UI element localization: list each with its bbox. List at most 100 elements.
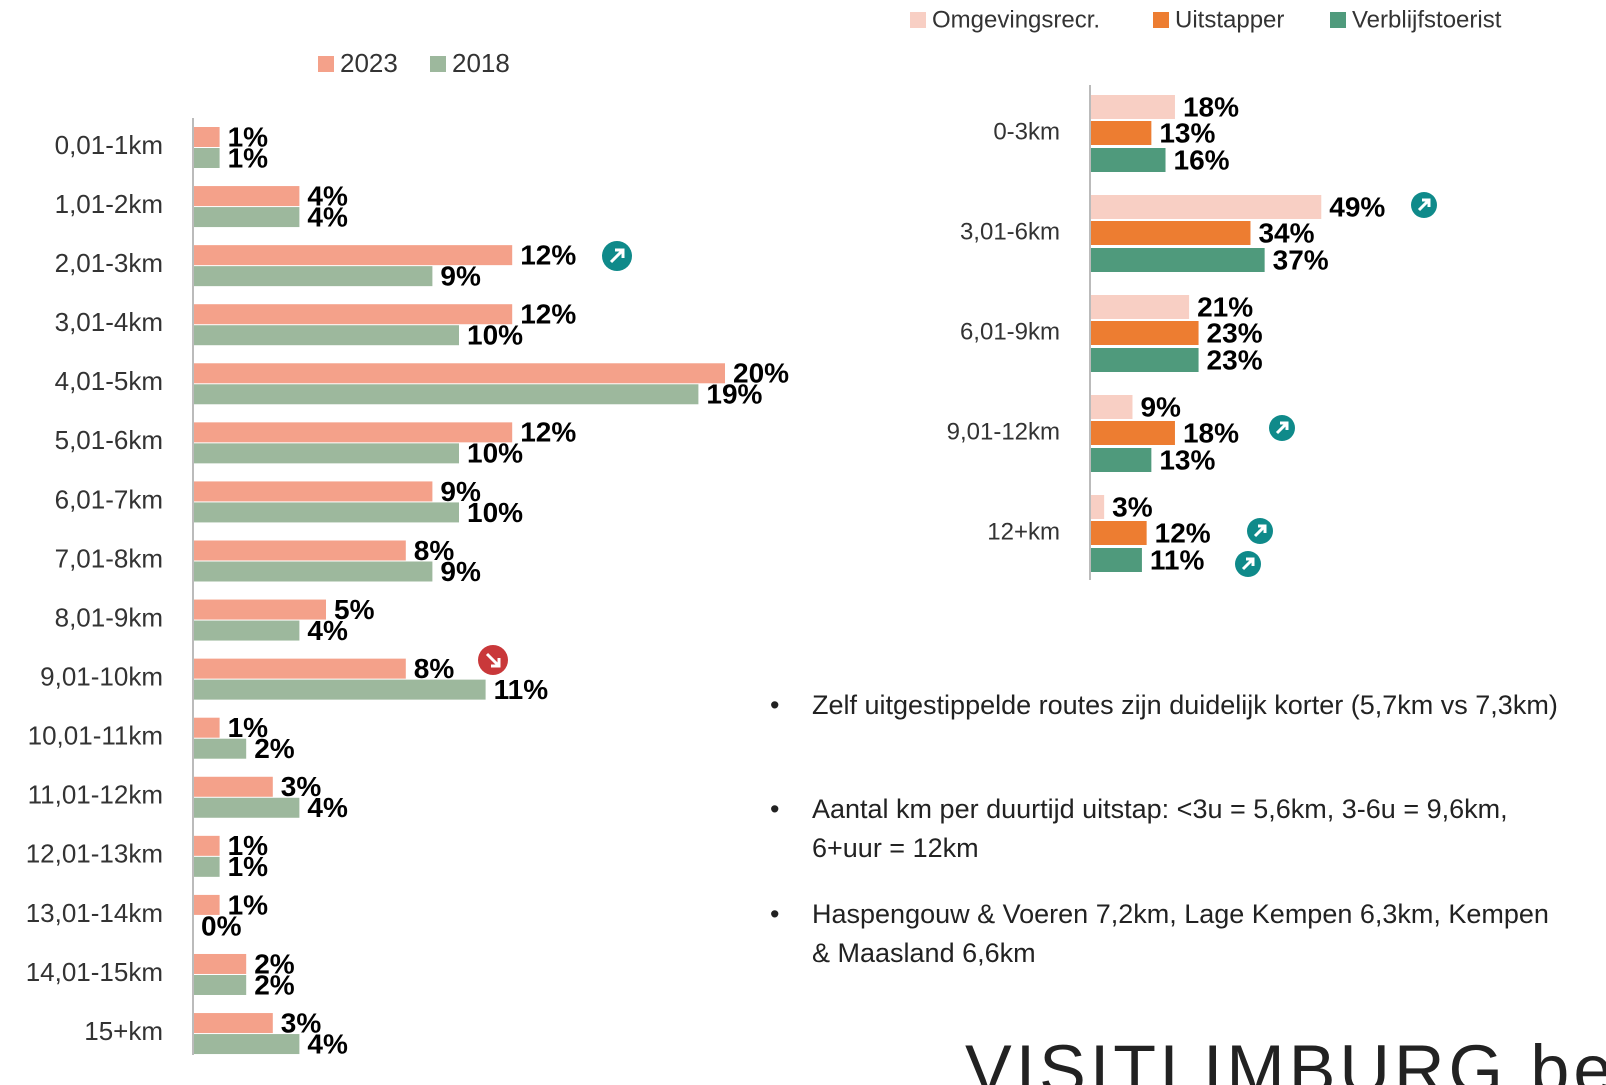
bar [193,738,247,759]
bar [193,894,220,915]
data-label: 10% [467,497,523,528]
bar [1090,348,1199,372]
data-label: 8% [414,653,455,684]
legend-label: Omgevingsrecr. [932,6,1100,33]
bar [193,1034,300,1055]
bar [193,679,486,700]
bar [1090,448,1152,472]
y-tick-label: 14,01-15km [26,957,163,987]
y-tick-label: 9,01-10km [40,662,163,692]
bar [193,148,220,168]
data-label: 21% [1197,291,1253,322]
legend-label: 2023 [340,48,398,78]
data-label: 49% [1329,191,1385,222]
data-label: 13% [1159,444,1215,475]
trend-up-icon [1269,415,1295,441]
y-tick-label: 13,01-14km [26,898,163,928]
y-tick-label: 12,01-13km [26,839,163,869]
bar [193,481,433,502]
y-tick-label: 7,01-8km [55,543,163,573]
bar [193,974,247,995]
y-tick-label: 6,01-9km [960,318,1060,345]
y-tick-label: 3,01-6km [960,218,1060,245]
data-label: 9% [440,556,481,587]
data-label: 12% [520,299,576,330]
bar [193,953,247,974]
data-label: 23% [1207,317,1263,348]
data-label: 3% [281,771,322,802]
legend-label: 2018 [452,48,510,78]
bar [1090,148,1166,172]
bar [193,304,513,325]
bar [193,384,699,405]
y-tick-label: 8,01-9km [55,602,163,632]
data-label: 11% [494,674,549,705]
bar [193,422,513,443]
trend-down-icon [478,645,508,675]
bar [193,856,220,877]
data-label: 4% [307,180,348,211]
data-label: 13% [1159,117,1215,148]
data-label: 1% [228,851,269,882]
y-tick-label: 15+km [84,1016,163,1046]
data-label: 18% [1183,417,1239,448]
data-label: 34% [1258,217,1314,248]
legend-swatch [1153,12,1169,28]
bar [193,620,300,641]
data-label: 1% [228,889,269,920]
data-label: 1% [228,121,269,152]
bullet-note: Zelf uitgestippelde routes zijn duidelij… [770,686,1570,725]
bar [193,835,220,856]
y-tick-label: 10,01-11km [28,721,163,751]
data-label: 12% [520,417,576,448]
bar [193,658,406,679]
bullet-note: Aantal km per duurtijd uitstap: <3u = 5,… [770,790,1570,868]
bar [1090,395,1133,419]
legend-label: Verblijfstoerist [1352,6,1502,33]
y-tick-label: 2,01-3km [55,248,163,278]
bar [193,599,326,620]
y-tick-label: 12+km [987,518,1060,545]
trend-up-icon [1235,551,1261,577]
legend-swatch [430,56,446,72]
bar [1090,495,1105,519]
bar [1090,121,1152,145]
y-tick-label: 6,01-7km [55,484,163,514]
bar [193,561,433,582]
data-label: 1% [228,712,269,743]
bar [1090,548,1142,572]
data-label: 0% [201,910,242,941]
data-label: 19% [706,379,762,410]
data-label: 9% [440,476,481,507]
data-label: 9% [1140,391,1181,422]
data-label: 9% [440,261,481,292]
bullet-note: Haspengouw & Voeren 7,2km, Lage Kempen 6… [770,895,1570,973]
bar [1090,321,1199,345]
bar [193,245,513,266]
bar [193,502,459,523]
data-label: 11% [1150,544,1205,575]
y-tick-label: 1,01-2km [55,189,163,219]
data-label: 4% [307,201,348,232]
bar [1090,221,1251,245]
bar [193,363,725,384]
data-label: 20% [733,358,789,389]
bar [1090,195,1322,219]
y-tick-label: 0,01-1km [55,130,163,160]
data-label: 2% [254,969,295,1000]
bar [193,127,220,147]
legend-swatch [910,12,926,28]
bar [193,1013,273,1034]
trend-up-icon [1247,518,1273,544]
y-tick-label: 4,01-5km [55,366,163,396]
data-label: 4% [307,1028,348,1059]
legend-label: Uitstapper [1175,6,1284,33]
y-tick-label: 9,01-12km [947,418,1060,445]
data-label: 18% [1183,91,1239,122]
bar [193,776,273,797]
bar [193,717,220,738]
data-label: 3% [1112,491,1153,522]
y-tick-label: 5,01-6km [55,425,163,455]
data-label: 1% [228,830,269,861]
